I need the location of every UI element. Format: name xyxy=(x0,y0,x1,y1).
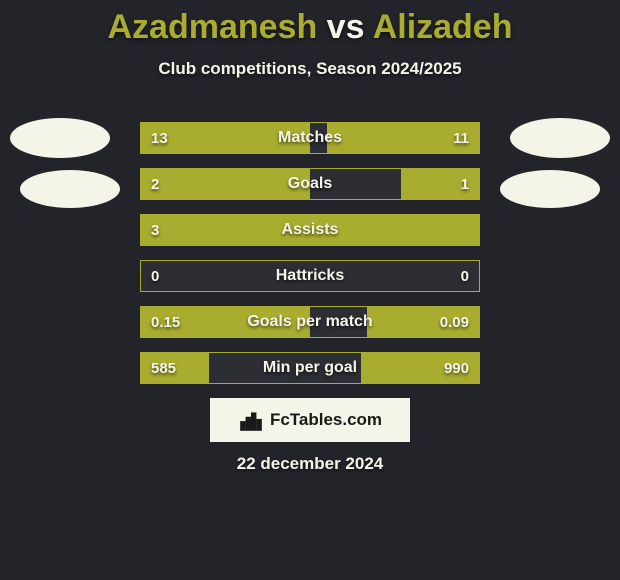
subtitle: Club competitions, Season 2024/2025 xyxy=(0,59,620,79)
page-title: Azadmanesh vs Alizadeh xyxy=(0,0,620,47)
vs-text: vs xyxy=(327,8,365,46)
stat-value-right: 0.09 xyxy=(440,307,469,337)
footer-logo[interactable]: FcTables.com xyxy=(210,398,410,442)
stat-row: 0Hattricks0 xyxy=(140,260,480,292)
stat-label: Goals per match xyxy=(141,307,479,337)
player1-avatar-bottom xyxy=(20,170,120,208)
stat-label: Goals xyxy=(141,169,479,199)
player2-avatar-bottom xyxy=(500,170,600,208)
stat-row: 2Goals1 xyxy=(140,168,480,200)
stat-row: 3Assists xyxy=(140,214,480,246)
stat-value-right: 0 xyxy=(461,261,469,291)
player1-avatar-top xyxy=(10,118,110,158)
stat-value-right: 11 xyxy=(453,123,469,153)
stat-label: Min per goal xyxy=(141,353,479,383)
footer-date: 22 december 2024 xyxy=(0,454,620,474)
player1-name: Azadmanesh xyxy=(107,8,317,46)
chart-icon xyxy=(238,407,264,433)
comparison-infographic: Azadmanesh vs Alizadeh Club competitions… xyxy=(0,0,620,580)
stat-row: 585Min per goal990 xyxy=(140,352,480,384)
stat-value-right: 1 xyxy=(461,169,469,199)
stat-label: Matches xyxy=(141,123,479,153)
stat-label: Hattricks xyxy=(141,261,479,291)
player2-avatar-top xyxy=(510,118,610,158)
stat-row: 0.15Goals per match0.09 xyxy=(140,306,480,338)
stat-value-right: 990 xyxy=(444,353,469,383)
player2-name: Alizadeh xyxy=(373,8,513,46)
stat-label: Assists xyxy=(141,215,479,245)
footer-site: FcTables.com xyxy=(270,410,382,430)
stat-row: 13Matches11 xyxy=(140,122,480,154)
stat-bars: 13Matches11 2Goals1 3Assists 0Hattricks0 0.1… xyxy=(140,122,480,398)
